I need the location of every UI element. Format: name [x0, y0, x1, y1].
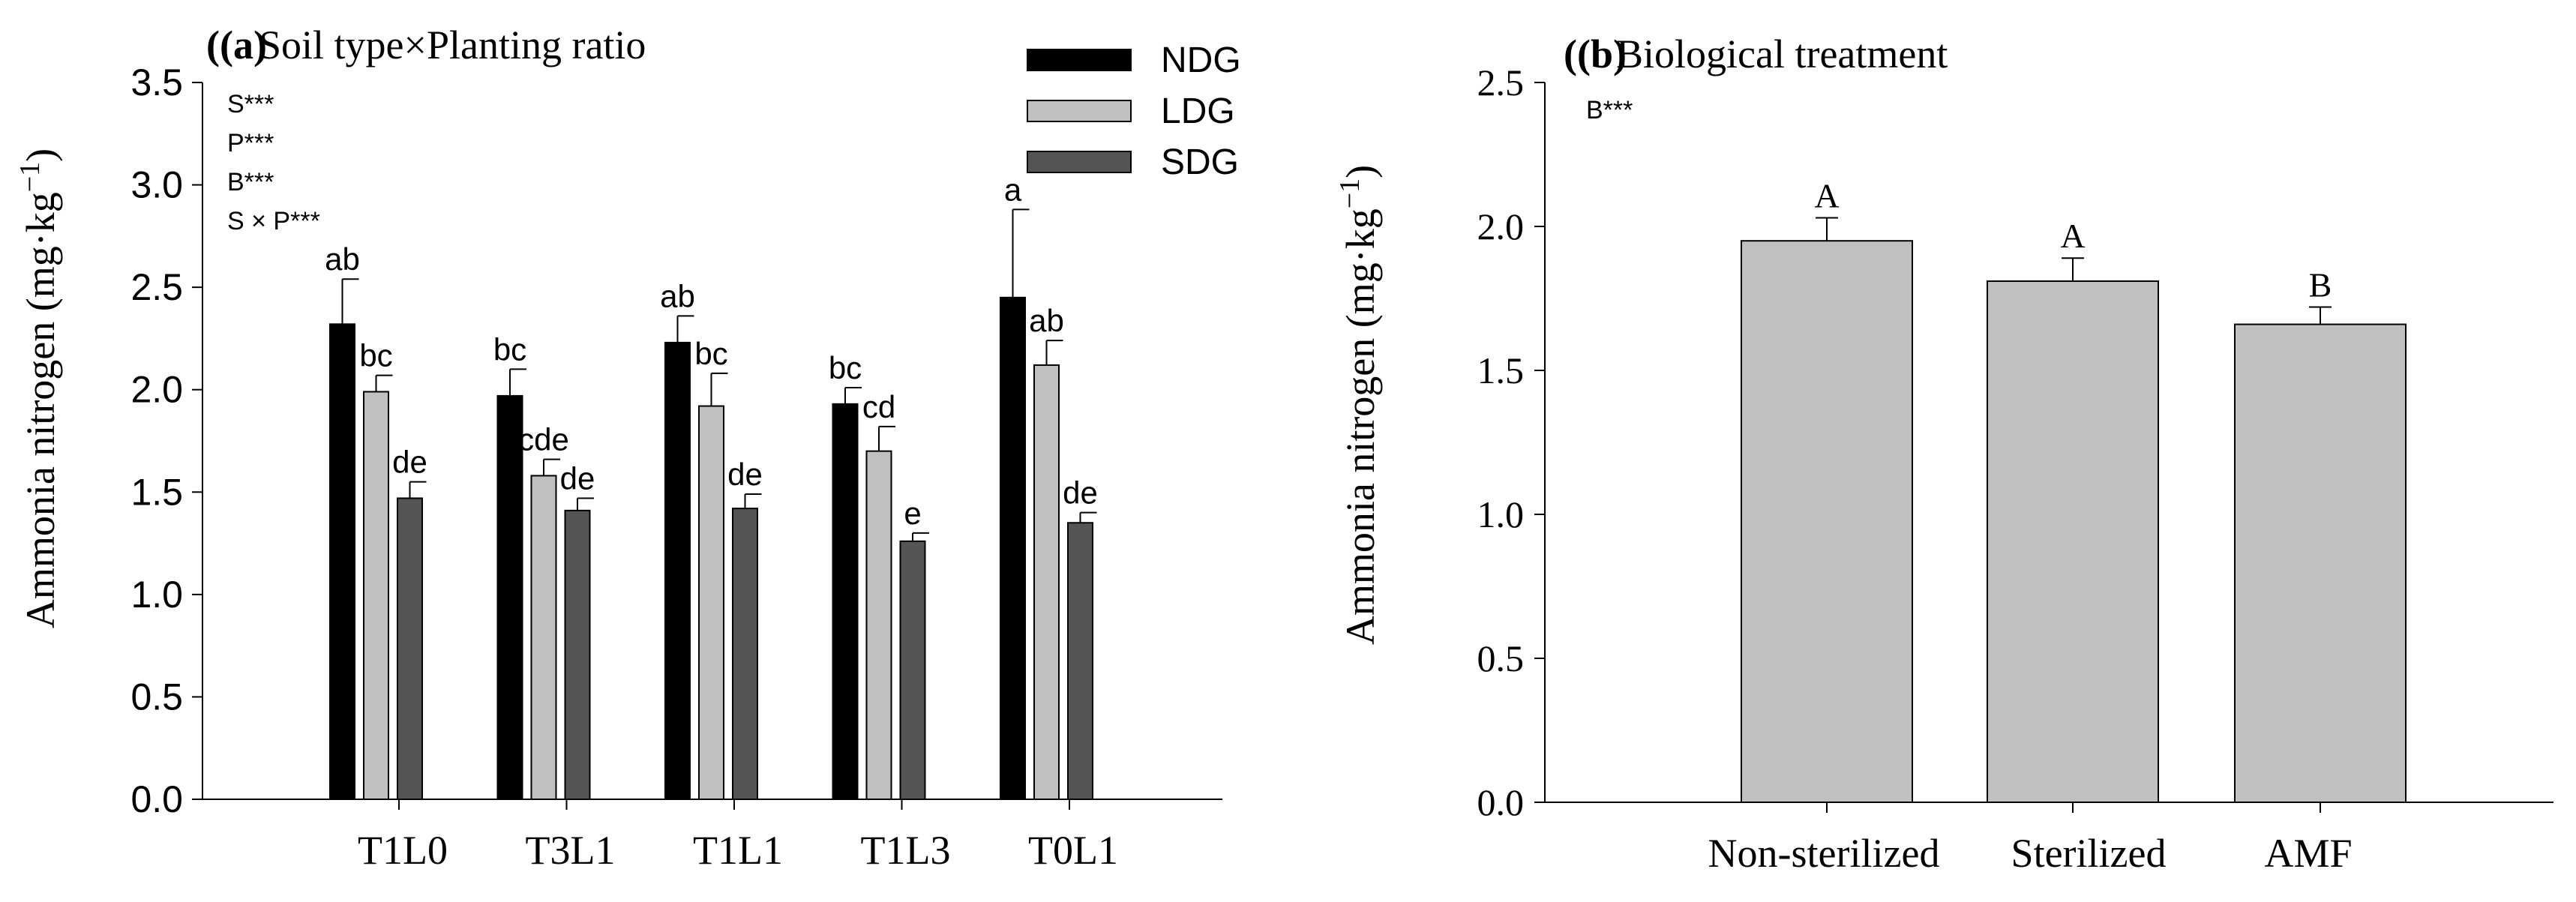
panel-b-y-tick-label: 2.5 — [1477, 61, 1525, 103]
panel-a-y-tick-label: 2.0 — [130, 369, 183, 411]
bar-non-sterilized — [1741, 240, 1913, 803]
panel-a-x-tick-label-t1l1: T1L1 — [693, 828, 783, 873]
legend-swatch-sdg — [1027, 151, 1132, 173]
panel-a-label: ((a) — [206, 22, 267, 67]
legend-item-ndg: NDG — [1027, 40, 1241, 80]
panel-a: Ammonia nitrogen (mg·kg−1) ((a) Soil typ… — [14, 22, 1241, 873]
sig-letter-ldg-t3l1: cde — [518, 422, 569, 457]
sig-letter-sdg-t3l1: de — [560, 460, 595, 496]
legend: NDG LDG SDG — [1027, 40, 1241, 182]
legend-swatch-ndg — [1027, 49, 1132, 71]
bar-ldg-t3l1 — [530, 475, 557, 800]
panel-b-y-axis-label: Ammonia nitrogen (mg·kg−1) — [1334, 165, 1383, 645]
panel-a-y-tick-label: 0.0 — [130, 778, 183, 820]
panel-b-x-tick-label-sterilized: Sterilized — [2011, 831, 2167, 876]
panel-b-y-axis-label-main: Ammonia nitrogen (mg·kg — [1338, 208, 1383, 645]
legend-label-sdg: SDG — [1161, 142, 1239, 182]
sig-letter-ndg-t1l3: bc — [829, 350, 862, 385]
sig-letter-ndg-t3l1: bc — [493, 331, 526, 367]
panel-b-label: ((b) — [1564, 31, 1627, 76]
panel-b-y-axis: 0.0 0.5 1.0 1.5 2.0 2.5 — [1477, 61, 1546, 823]
legend-swatch-ldg — [1027, 100, 1132, 122]
sig-text-b: B*** — [227, 168, 274, 196]
bar-sdg-t1l0 — [397, 497, 423, 800]
panel-b-x-tick-label-amf: AMF — [2264, 831, 2352, 876]
panel-a-title: Soil type×Planting ratio — [259, 22, 646, 67]
bar-ldg-t1l3 — [865, 450, 892, 801]
bar-sdg-t1l3 — [899, 540, 926, 801]
sig-letter-sdg-t1l1: de — [727, 457, 763, 492]
sig-letter-amf: B — [2309, 266, 2332, 304]
bar-sdg-t0l1 — [1067, 522, 1093, 800]
sig-letter-ldg-t1l0: bc — [359, 338, 392, 373]
bar-sdg-t3l1 — [564, 509, 591, 801]
legend-label-ndg: NDG — [1161, 40, 1241, 80]
panel-b-x-tick-label-non-sterilized: Non-sterilized — [1708, 831, 1940, 876]
bar-ldg-t1l1 — [698, 405, 724, 800]
sig-text-p: P*** — [227, 129, 274, 157]
panel-a-y-axis: 0.0 0.5 1.0 1.5 2.0 2.5 3.0 3.5 — [130, 61, 203, 820]
sig-letter-sterilized: A — [2060, 217, 2085, 255]
sig-text-s: S*** — [227, 90, 274, 118]
legend-label-ldg: LDG — [1161, 91, 1235, 131]
panel-a-y-axis-label: Ammonia nitrogen (mg·kg−1) — [14, 148, 63, 628]
panel-b-y-tick-label: 2.0 — [1477, 205, 1525, 247]
panel-a-x-tick-label-t1l3: T1L3 — [861, 828, 951, 873]
legend-item-ldg: LDG — [1027, 91, 1235, 131]
bar-sterilized — [1987, 280, 2159, 803]
panel-a-y-tick-label: 2.5 — [130, 266, 183, 308]
panel-a-y-axis-label-sup: −1 — [14, 162, 46, 192]
sig-letter-ldg-t1l1: bc — [694, 336, 727, 371]
bar-ndg-t1l0 — [329, 323, 355, 800]
bar-amf — [2234, 323, 2407, 803]
panel-a-y-axis-label-main: Ammonia nitrogen (mg·kg — [18, 192, 63, 628]
panel-b: Ammonia nitrogen (mg·kg−1) ((b) Biologic… — [1334, 31, 2554, 876]
panel-b-y-tick-label: 1.0 — [1477, 493, 1525, 535]
panel-a-x-tick-label-t3l1: T3L1 — [526, 828, 616, 873]
sig-letter-ndg-t1l0: ab — [325, 241, 360, 277]
panel-a-x-tick-label-t0l1: T0L1 — [1028, 828, 1118, 873]
panel-b-title: Biological treatment — [1616, 31, 1948, 76]
panel-b-y-axis-label-sup: −1 — [1334, 178, 1366, 208]
panel-b-y-tick-label: 0.0 — [1477, 781, 1525, 823]
sig-letter-sdg-t1l3: e — [904, 496, 921, 531]
panel-a-y-axis-label-end: ) — [18, 148, 63, 162]
sig-letter-ldg-t1l3: cd — [862, 389, 895, 424]
panel-a-x-tick-label-t1l0: T1L0 — [358, 828, 448, 873]
panel-b-y-tick-label: 1.5 — [1477, 349, 1525, 391]
sig-text-sxp: S × P*** — [227, 207, 320, 235]
panel-b-y-axis-label-end: ) — [1338, 165, 1383, 178]
bar-ndg-t3l1 — [496, 394, 523, 800]
sig-letter-ldg-t0l1: ab — [1029, 303, 1064, 338]
sig-letter-ndg-t1l1: ab — [660, 278, 695, 313]
sig-letter-non-sterilized: A — [1814, 176, 1839, 214]
bar-ndg-t1l1 — [664, 341, 691, 800]
svg-text:Ammonia nitrogen (mg·kg−1): Ammonia nitrogen (mg·kg−1) — [1334, 165, 1383, 645]
panel-a-y-tick-label: 1.5 — [130, 471, 183, 513]
sig-letter-ndg-t0l1: a — [1004, 172, 1022, 207]
sig-letter-sdg-t1l0: de — [392, 445, 427, 480]
svg-text:Ammonia nitrogen (mg·kg−1): Ammonia nitrogen (mg·kg−1) — [14, 148, 63, 628]
legend-item-sdg: SDG — [1027, 142, 1239, 182]
sig-letter-sdg-t0l1: de — [1063, 475, 1098, 511]
panel-b-significance: B*** — [1586, 96, 1633, 124]
bar-ldg-t1l0 — [363, 391, 389, 800]
panel-b-bars: A A B — [1741, 176, 2407, 803]
bar-ndg-t0l1 — [1000, 296, 1026, 800]
panel-b-y-tick-label: 0.5 — [1477, 637, 1525, 679]
bar-ndg-t1l3 — [832, 403, 859, 800]
bar-sdg-t1l1 — [732, 508, 758, 800]
bar-ldg-t0l1 — [1033, 364, 1060, 800]
panel-a-y-tick-label: 0.5 — [130, 676, 183, 718]
panel-a-y-tick-label: 3.0 — [130, 164, 183, 206]
panel-a-y-tick-label: 3.5 — [130, 61, 183, 103]
panel-a-significance: S*** P*** B*** S × P*** — [227, 90, 320, 235]
panel-a-y-tick-label: 1.0 — [130, 574, 183, 616]
